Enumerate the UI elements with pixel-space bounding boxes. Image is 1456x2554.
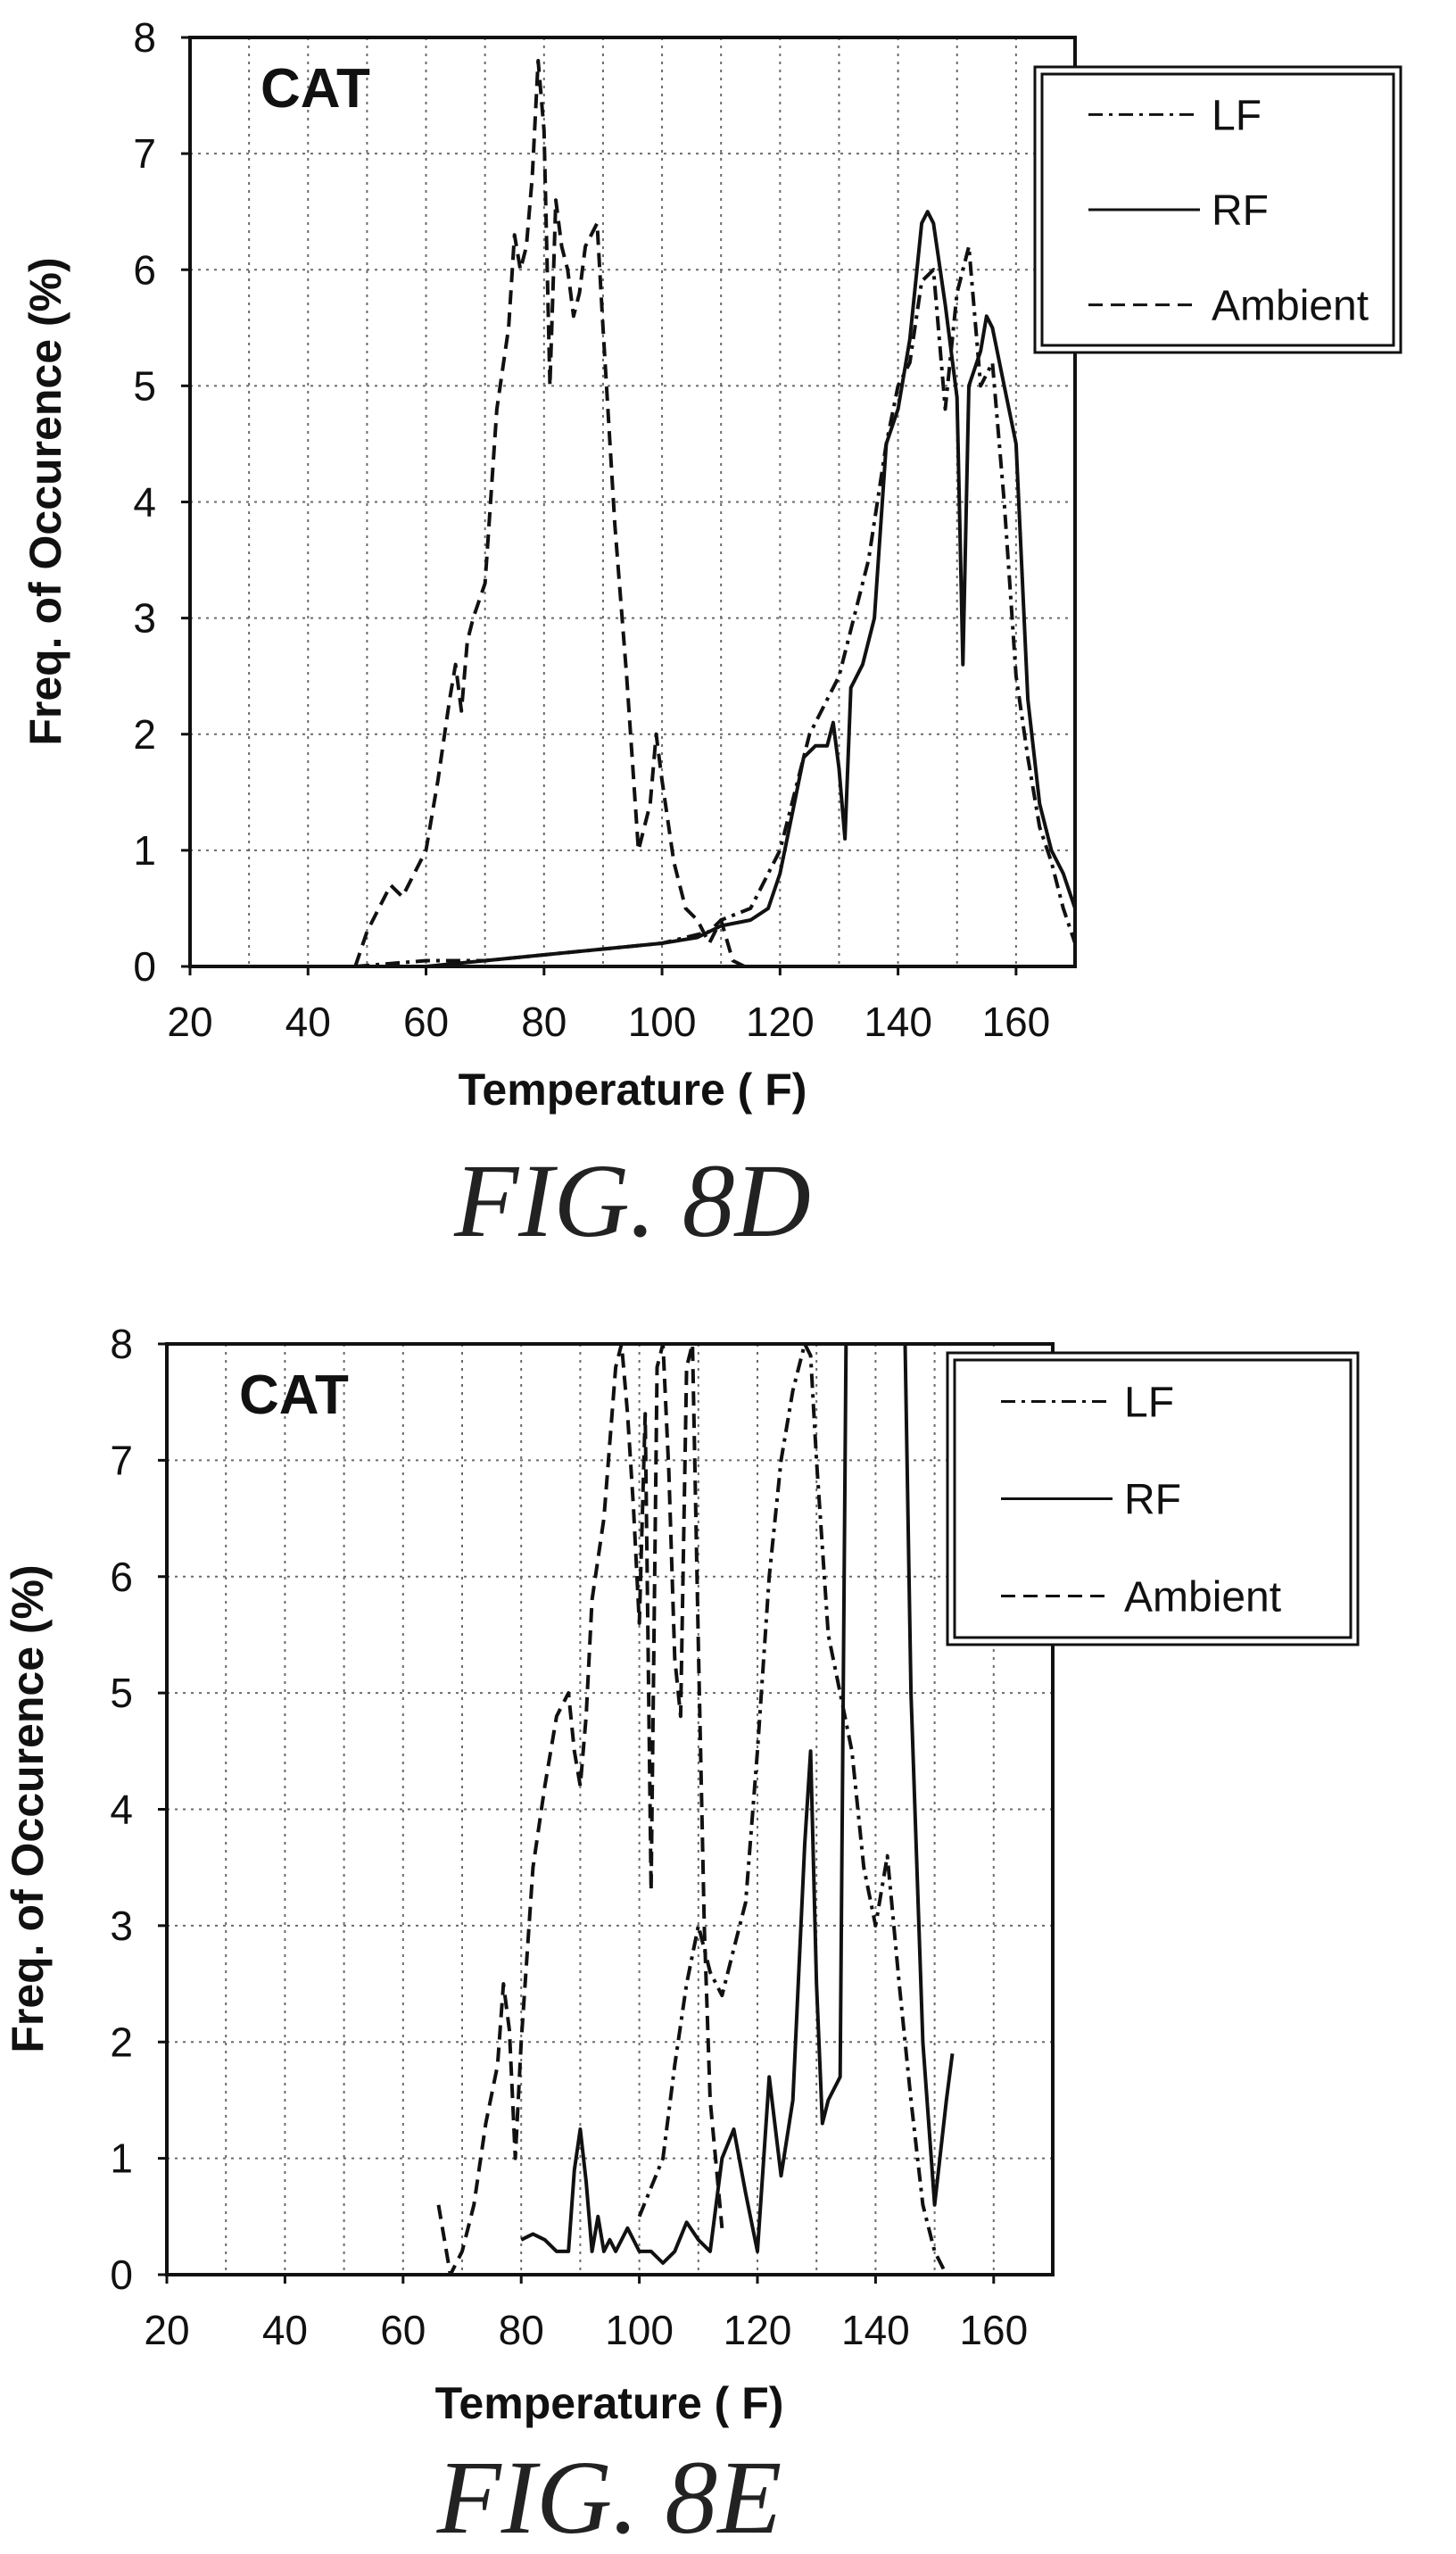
x-tick-label: 80 — [499, 2307, 544, 2353]
y-axis-label: Freq. of Occurence (%) — [21, 257, 70, 745]
legend-frame-inner — [953, 1358, 1353, 1639]
x-tick-label: 80 — [521, 999, 567, 1045]
legend-entry-rf: RF — [1212, 187, 1269, 235]
x-tick-label: 160 — [959, 2307, 1028, 2353]
y-tick-label: 8 — [133, 14, 156, 61]
x-tick-label: 20 — [167, 999, 212, 1045]
panel-label: CAT — [239, 1364, 349, 1426]
y-axis-label: Freq. of Occurence (%) — [3, 1564, 53, 2052]
y-tick-label: 8 — [110, 1321, 133, 1367]
y-tick-label: 7 — [110, 1437, 133, 1483]
legend-frame-inner — [1040, 72, 1395, 347]
y-tick-label: 5 — [133, 362, 156, 409]
x-tick-label: 120 — [746, 999, 815, 1045]
series-line-lf — [355, 245, 1075, 966]
x-tick-label: 160 — [981, 999, 1050, 1045]
legend: LF RF Ambient — [946, 1351, 1360, 1646]
y-tick-label: 5 — [110, 1670, 133, 1716]
series-line-ambient — [436, 1344, 724, 2275]
x-tick-label: 60 — [403, 999, 449, 1045]
y-tick-label: 2 — [110, 2019, 133, 2065]
figure-caption: FIG. 8E — [436, 2439, 782, 2554]
x-axis-ticks: 20 40 60 80 100 120 140 160 — [144, 2275, 1028, 2353]
y-tick-label: 6 — [133, 246, 156, 293]
y-tick-label: 7 — [133, 130, 156, 177]
gridlines — [167, 1344, 1053, 2275]
x-tick-label: 140 — [864, 999, 932, 1045]
y-tick-label: 4 — [110, 1787, 133, 1833]
x-tick-label: 60 — [380, 2307, 426, 2353]
legend-entry-rf: RF — [1124, 1477, 1181, 1524]
y-axis-ticks: 0 1 2 3 4 5 6 7 8 — [110, 1321, 167, 2298]
chart-panel-8e: 20 40 60 80 100 120 140 160 0 1 2 3 4 5 6 7 8 CAT Tempe… — [3, 1321, 1360, 2554]
x-tick-label: 40 — [285, 999, 331, 1045]
x-axis-ticks: 20 40 60 80 100 120 140 160 — [167, 966, 1050, 1045]
panel-label: CAT — [261, 58, 370, 120]
series-line-rf — [520, 1344, 955, 2265]
legend: LF RF Ambient — [1033, 65, 1402, 354]
y-tick-label: 2 — [133, 711, 156, 758]
y-tick-label: 0 — [133, 943, 156, 990]
y-tick-label: 1 — [133, 827, 156, 874]
x-axis-label: Temperature ( F) — [435, 2378, 784, 2428]
x-tick-label: 140 — [841, 2307, 910, 2353]
x-tick-label: 100 — [605, 2307, 674, 2353]
y-tick-label: 3 — [133, 595, 156, 642]
series-lines — [353, 59, 1075, 966]
x-tick-label: 100 — [628, 999, 697, 1045]
x-tick-label: 120 — [724, 2307, 792, 2353]
series-line-lf — [637, 1344, 948, 2275]
x-axis-label: Temperature ( F) — [459, 1065, 807, 1115]
legend-entry-lf: LF — [1124, 1380, 1174, 1427]
legend-entry-ambient: Ambient — [1124, 1574, 1281, 1621]
y-tick-label: 0 — [110, 2251, 133, 2298]
x-tick-label: 20 — [144, 2307, 189, 2353]
y-tick-label: 6 — [110, 1554, 133, 1600]
series-line-rf — [426, 210, 1075, 966]
chart-panel-8d: 20 40 60 80 100 120 140 160 0 1 2 3 4 5 6 7 8 CAT Tempe… — [21, 14, 1402, 1259]
series-line-ambient — [353, 59, 746, 966]
legend-entry-ambient: Ambient — [1212, 283, 1369, 330]
x-tick-label: 40 — [262, 2307, 308, 2353]
y-axis-ticks: 0 1 2 3 4 5 6 7 8 — [133, 14, 190, 990]
y-tick-label: 1 — [110, 2135, 133, 2182]
series-lines — [436, 1344, 955, 2275]
y-tick-label: 3 — [110, 1903, 133, 1949]
figure-caption: FIG. 8D — [453, 1142, 811, 1259]
gridlines — [190, 37, 1075, 966]
legend-entry-lf: LF — [1212, 92, 1262, 139]
y-tick-label: 4 — [133, 479, 156, 526]
